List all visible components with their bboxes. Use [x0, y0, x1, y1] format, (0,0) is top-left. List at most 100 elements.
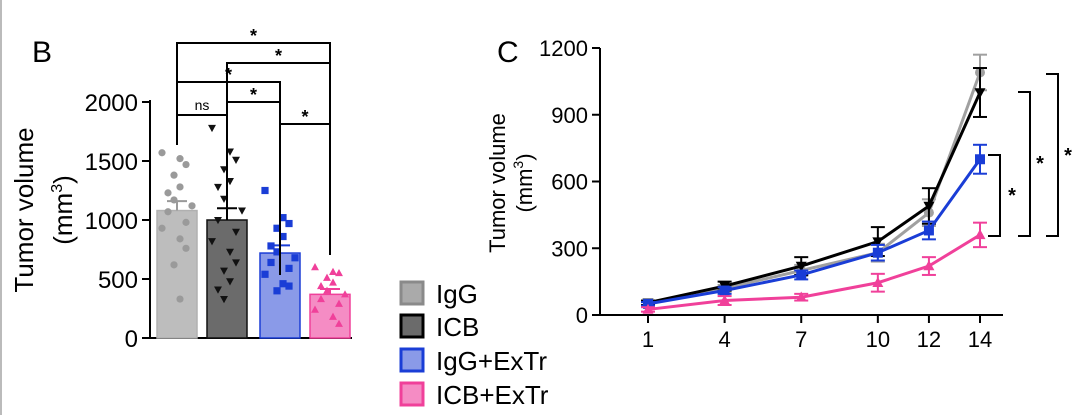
panel-b-data-point: [329, 267, 337, 275]
panel-b-data-point: [335, 319, 343, 327]
panel-b-data-point: [341, 290, 349, 298]
panel-b-y-tick-label: 1500: [85, 149, 138, 176]
panel-b-data-point: [273, 248, 281, 256]
panel-b-data-point: [164, 189, 172, 197]
panel-c-data-point: [642, 303, 654, 314]
panel-b-data-point: [182, 244, 190, 252]
panel-c-y-tick-label: 300: [551, 236, 588, 261]
panel-b-data-point: [220, 195, 228, 203]
panel-c-data-point: [974, 88, 986, 99]
legend-swatch-4: [399, 381, 425, 407]
panel-c-significance-star: *: [1008, 185, 1016, 207]
panel-b-bar-4: [309, 293, 351, 339]
panel-b-data-point: [158, 224, 166, 232]
legend-swatch-1: [399, 280, 425, 306]
panel-c-data-point: [872, 237, 884, 248]
panel-b-data-point: [226, 178, 234, 186]
panel-c-ylabel-close: ): [512, 153, 537, 160]
panel-c-significance-bracket: [1018, 91, 1031, 237]
panel-c-y-tick-label: 1200: [539, 36, 588, 61]
panel-b-y-axis-title: Tumor volume (mm3): [9, 127, 78, 292]
panel-b-data-point: [188, 202, 196, 210]
panel-b-significance-bracket: [279, 123, 331, 270]
panel-b-data-point: [232, 156, 240, 164]
legend-swatch-2: [399, 313, 425, 339]
panel-b-data-point: [285, 264, 293, 272]
panel-c-series-line: [647, 158, 982, 306]
legend-label-4: ICB+ExTr: [436, 380, 549, 410]
panel-c-data-point: [974, 229, 986, 240]
panel-b-significance-bracket: [176, 42, 331, 255]
panel-b-significance-star: *: [275, 46, 282, 66]
panel-b-label: B: [32, 36, 52, 69]
panel-b-data-point: [261, 270, 269, 278]
panel-b-significance-star: *: [250, 26, 257, 46]
panel-b-y-tick-label: 0: [125, 326, 138, 353]
panel-c-data-point: [872, 247, 883, 258]
panel-b-data-point: [279, 214, 287, 222]
panel-b-data-point: [335, 299, 343, 307]
panel-c-data-point: [795, 291, 807, 302]
legend-swatch-3: [399, 347, 425, 373]
panel-c-significance-bracket: [1046, 73, 1059, 237]
panel-b-y-tick-label: 500: [98, 267, 138, 294]
panel-b-data-point: [182, 160, 190, 169]
panel-b-data-point: [232, 259, 240, 267]
panel-b-data-point: [176, 295, 184, 303]
panel-c-ylabel-unit: (mm: [512, 169, 537, 213]
panel-b-data-point: [170, 261, 178, 269]
panel-b-significance-star: *: [301, 107, 308, 127]
panel-b-data-point: [176, 235, 184, 243]
panel-c-y-axis-title: Tumor volume (mm3): [485, 113, 537, 253]
panel-c-ylabel-sup: 3: [510, 161, 526, 169]
panel-c-significance-star: *: [1064, 145, 1072, 167]
panel-b-data-point: [317, 294, 325, 303]
panel-b-data-point: [226, 278, 234, 286]
panel-c-data-point: [872, 276, 884, 287]
panel-b-significance-bracket: [176, 114, 228, 140]
panel-b-data-point: [317, 281, 325, 290]
panel-c-series-icb-extr: [641, 221, 987, 314]
panel-b-data-point: [214, 216, 222, 225]
panel-b-ylabel-unit: (mm: [48, 193, 78, 245]
panel-c-significance-bracket: [988, 154, 1001, 237]
panel-b-data-point: [329, 278, 337, 286]
panel-b-y-tick-label: 2000: [85, 90, 138, 117]
panel-b-data-point: [226, 148, 234, 156]
panel-c-data-point: [796, 269, 807, 280]
panel-b-ylabel-sup: 3: [49, 184, 66, 193]
legend-label-3: IgG+ExTr: [436, 346, 547, 376]
panel-c-data-point: [923, 225, 934, 236]
legend-label-1: IgG: [436, 279, 478, 309]
panel-c-data-point: [923, 260, 935, 271]
panel-c-y-tick-label: 600: [551, 170, 588, 195]
panel-c-x-tick-label: 7: [795, 327, 807, 352]
panel-b-data-point: [267, 258, 275, 267]
panel-c-data-point: [719, 294, 731, 305]
panel-b-data-point: [335, 268, 343, 277]
panel-b-data-point: [164, 208, 172, 216]
panel-b-data-point: [176, 155, 184, 163]
panel-b-bar-1: [156, 209, 198, 339]
panel-b-data-point: [232, 228, 240, 236]
panel-b-data-point: [323, 286, 331, 294]
panel-b-significance-star: *: [225, 65, 232, 85]
panel-b-data-point: [323, 273, 331, 281]
panel-b-data-point: [279, 280, 287, 288]
panel-b-data-point: [220, 296, 228, 304]
panel-b-y-tick-label: 1000: [85, 208, 138, 235]
panel-b-data-point: [279, 232, 287, 241]
panel-b-data-point: [158, 149, 166, 157]
panel-c-ylabel-unit-line: (mm3): [510, 153, 537, 212]
panel-b-data-point: [176, 183, 184, 191]
panel-c-ylabel: Tumor volume: [485, 113, 510, 253]
panel-b-ylabel-unit-line: (mm3): [48, 175, 78, 245]
panel-b-ylabel-close: ): [48, 175, 78, 184]
panel-c-data-point: [795, 261, 807, 272]
panel-c-series-line: [647, 91, 982, 305]
panel-b-data-point: [170, 171, 178, 179]
panel-b-data-point: [273, 287, 281, 295]
